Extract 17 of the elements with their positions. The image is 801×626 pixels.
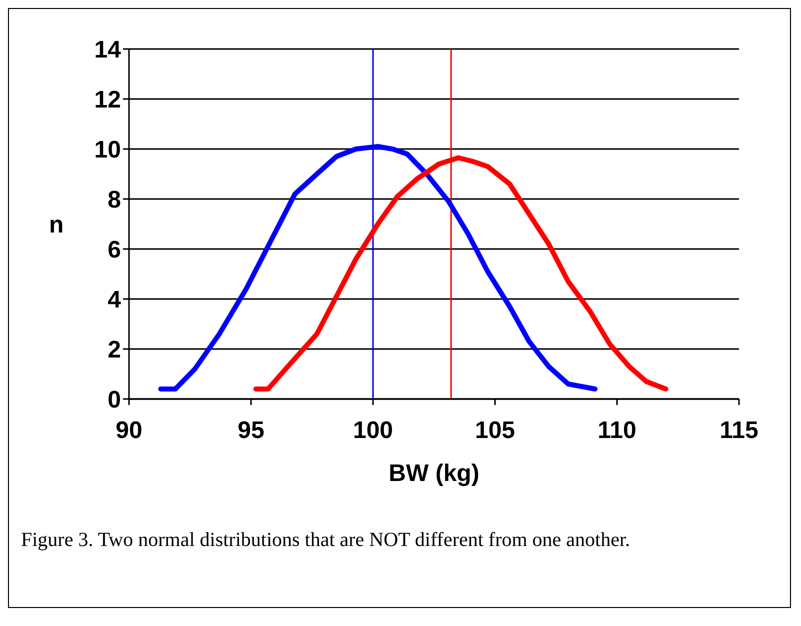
y-tick-label: 14 bbox=[94, 36, 122, 64]
x-tick-label: 105 bbox=[474, 417, 516, 444]
x-axis-title: BW (kg) bbox=[388, 460, 480, 487]
x-tick-label: 90 bbox=[116, 417, 142, 444]
x-tick-label: 95 bbox=[238, 417, 264, 444]
y-tick-label: 8 bbox=[108, 186, 121, 214]
y-tick-label: 4 bbox=[108, 286, 122, 314]
y-tick-label: 2 bbox=[108, 336, 121, 364]
x-tick-label: 110 bbox=[598, 417, 636, 444]
y-tick-label: 0 bbox=[108, 386, 121, 414]
caption: Figure 3. Two normal distributions that are NOT different from one another. bbox=[21, 529, 632, 552]
x-tick-label: 115 bbox=[720, 417, 758, 444]
y-axis-title: n bbox=[49, 212, 64, 239]
y-tick-label: 6 bbox=[108, 236, 121, 264]
x-tick-label: 100 bbox=[352, 417, 394, 444]
y-tick-label: 12 bbox=[94, 86, 121, 114]
y-tick-label: 10 bbox=[94, 136, 121, 164]
